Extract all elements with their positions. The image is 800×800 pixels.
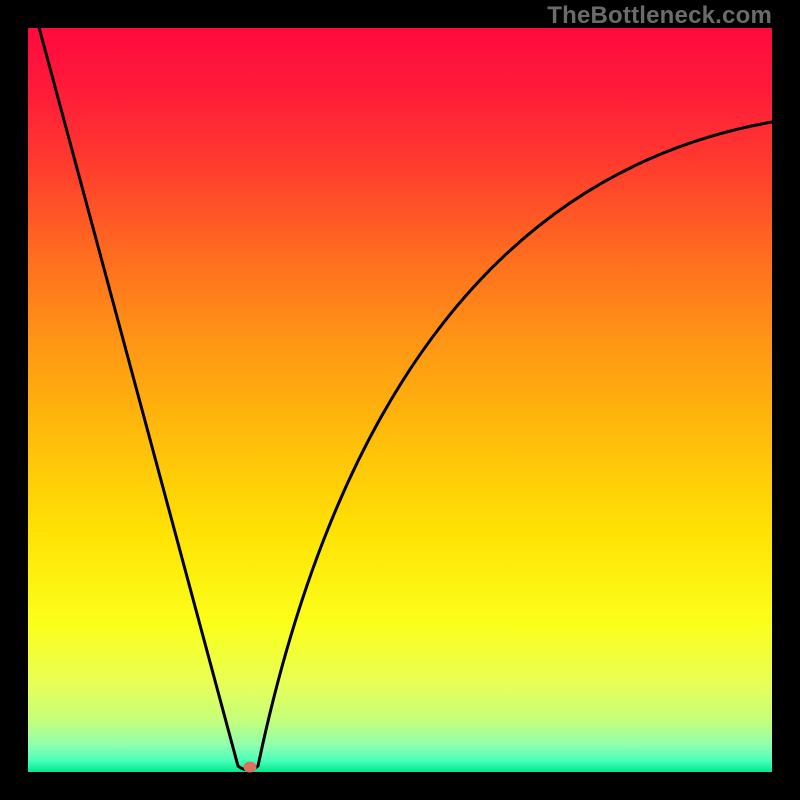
chart-container: TheBottleneck.com bbox=[0, 0, 800, 800]
gradient-plot-area bbox=[28, 28, 772, 772]
watermark-text: TheBottleneck.com bbox=[547, 2, 772, 30]
minimum-marker bbox=[244, 762, 257, 773]
